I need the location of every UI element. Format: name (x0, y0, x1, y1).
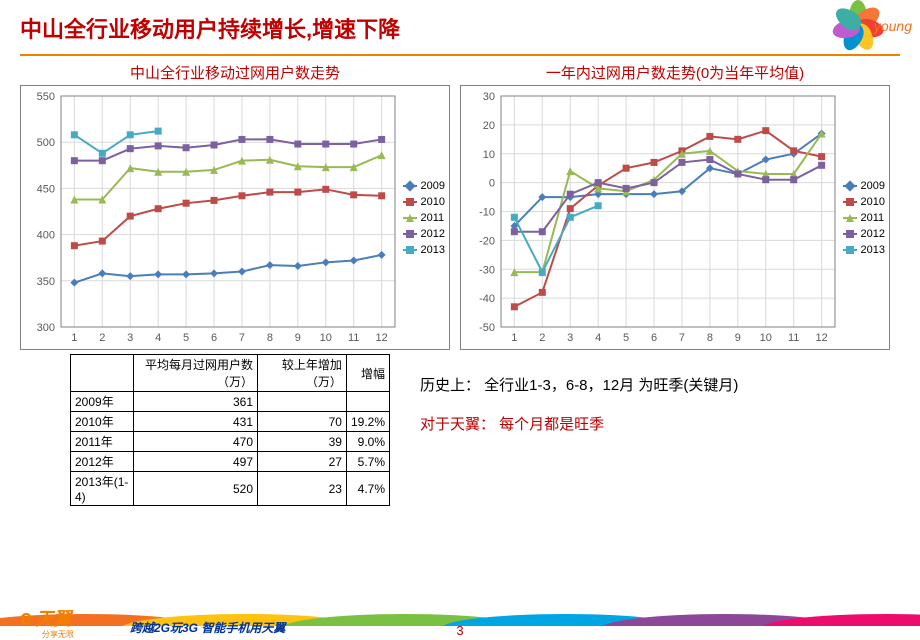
svg-text:350: 350 (37, 276, 55, 288)
svg-text:6: 6 (651, 332, 657, 344)
svg-text:2: 2 (99, 332, 105, 344)
legend-item: 2011 (403, 212, 445, 224)
svg-text:10: 10 (483, 149, 495, 161)
svg-text:5: 5 (183, 332, 189, 344)
note-history: 历史上： 全行业1-3，6-8，12月 为旺季(关键月) (420, 374, 900, 395)
svg-text:400: 400 (37, 230, 55, 242)
svg-text:11: 11 (788, 332, 799, 344)
footer-3g: 跨越2G玩3G 智能手机用天翼 (130, 619, 285, 636)
svg-text:-50: -50 (479, 322, 495, 334)
chart-right: 一年内过网用户数走势(0为当年平均值) -50 -40 -30 -20 -10 0 10 20… (460, 62, 890, 350)
svg-text:450: 450 (37, 183, 55, 195)
legend-item: 2012 (403, 228, 445, 240)
svg-text:4: 4 (155, 332, 161, 344)
logo-young: young (820, 4, 910, 64)
chart-left: 中山全行业移动过网用户数走势 3003504004505005501234567… (20, 62, 450, 350)
svg-text:10: 10 (760, 332, 772, 344)
svg-text:12: 12 (816, 332, 828, 344)
svg-text:9: 9 (735, 332, 741, 344)
chart-right-title: 一年内过网用户数走势(0为当年平均值) (460, 62, 890, 83)
page-title: 中山全行业移动用户持续增长,增速下降 (20, 12, 900, 44)
note-tianyi: 对于天翼： 每个月都是旺季 (420, 413, 900, 434)
chart-left-title: 中山全行业移动过网用户数走势 (20, 62, 450, 83)
svg-text:4: 4 (595, 332, 601, 344)
svg-text:5: 5 (623, 332, 629, 344)
svg-text:-30: -30 (479, 264, 495, 276)
legend-item: 2010 (403, 196, 445, 208)
svg-text:550: 550 (37, 91, 55, 103)
svg-text:7: 7 (679, 332, 685, 344)
legend-item: 2010 (843, 196, 885, 208)
svg-text:6: 6 (211, 332, 217, 344)
svg-text:3: 3 (567, 332, 573, 344)
svg-text:7: 7 (239, 332, 245, 344)
legend-item: 2013 (403, 244, 445, 256)
legend-item: 2009 (843, 180, 885, 192)
svg-text:-10: -10 (479, 207, 495, 219)
svg-text:9: 9 (295, 332, 301, 344)
legend-left: 2009 2010 2011 2012 2013 (403, 176, 445, 260)
legend-right: 2009 2010 2011 2012 2013 (843, 176, 885, 260)
svg-text:20: 20 (483, 120, 495, 132)
legend-item: 2009 (403, 180, 445, 192)
svg-text:10: 10 (320, 332, 332, 344)
svg-text:11: 11 (348, 332, 359, 344)
svg-text:1: 1 (71, 332, 77, 344)
svg-text:0: 0 (489, 178, 495, 190)
legend-item: 2012 (843, 228, 885, 240)
svg-text:12: 12 (376, 332, 388, 344)
page-number: 3 (456, 623, 463, 638)
svg-text:2: 2 (539, 332, 545, 344)
footer: e 天翼 分享无限 跨越2G玩3G 智能手机用天翼 3 (0, 594, 920, 640)
svg-text:-20: -20 (479, 235, 495, 247)
svg-text:500: 500 (37, 137, 55, 149)
svg-text:300: 300 (37, 322, 55, 334)
svg-text:30: 30 (483, 91, 495, 103)
svg-text:1: 1 (511, 332, 517, 344)
legend-item: 2013 (843, 244, 885, 256)
svg-text:8: 8 (267, 332, 273, 344)
svg-text:3: 3 (127, 332, 133, 344)
legend-item: 2011 (843, 212, 885, 224)
summary-table: 平均每月过网用户数（万）较上年增加（万）增幅2009年3612010年43170… (70, 354, 390, 506)
svg-text:8: 8 (707, 332, 713, 344)
svg-text:-40: -40 (479, 293, 495, 305)
